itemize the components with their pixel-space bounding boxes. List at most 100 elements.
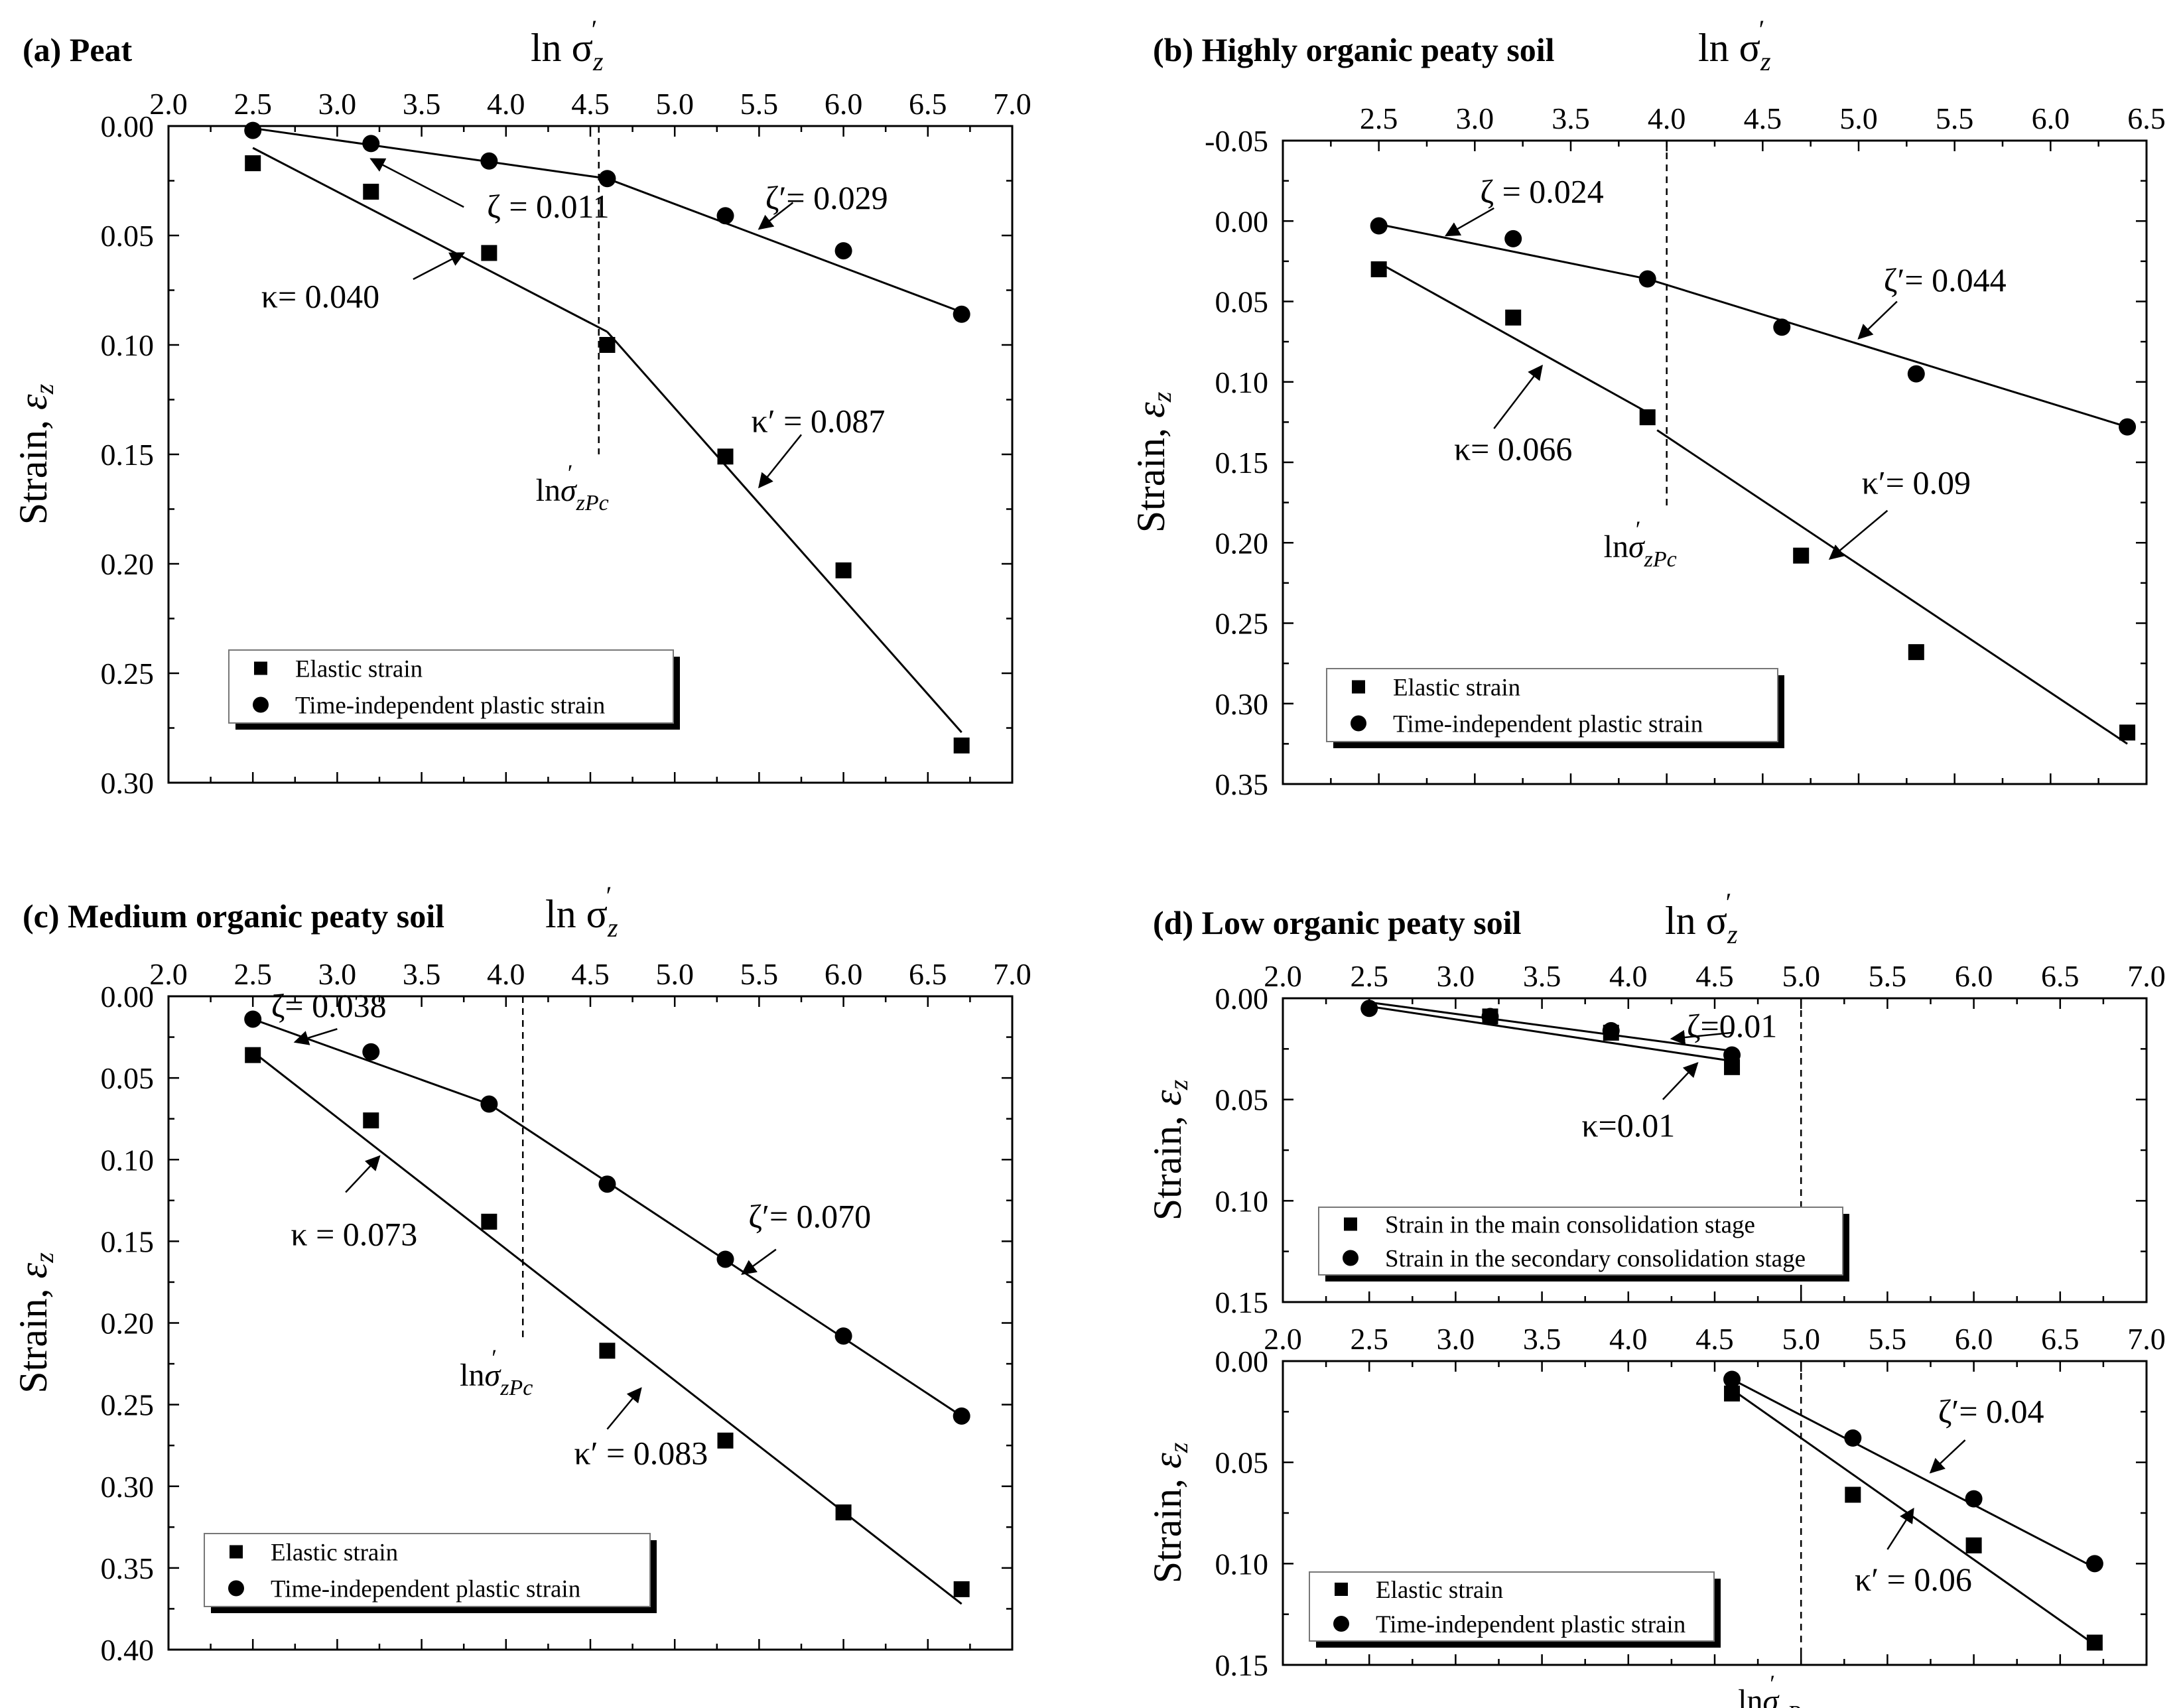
data-point-square-a [953, 737, 970, 754]
x-tick-label-a: 2.5 [233, 87, 272, 121]
reference-sigma: σ [485, 1358, 502, 1393]
data-point-circle-d_lower [1844, 1429, 1862, 1447]
data-point-circle-d_lower [1723, 1370, 1741, 1388]
data-point-circle-a [834, 242, 852, 260]
y-axis-title-d_upper: Strain, εz [1146, 1079, 1193, 1220]
data-point-square-c [717, 1432, 734, 1449]
annotation-arrow-d_upper [1662, 1062, 1699, 1100]
legend-label-d_upper: Strain in the main consolidation stage [1385, 1212, 1755, 1239]
x-tick-label-d_lower: 4.0 [1609, 1322, 1648, 1356]
reference-line-label-a: lnσzPc′ [536, 460, 609, 515]
data-point-circle-d_upper [1481, 1008, 1499, 1025]
y-axis-title-d_upper-sub: z [1163, 1079, 1193, 1090]
y-tick-label-c: 0.35 [101, 1551, 155, 1585]
legend-marker-circle-d_lower [1333, 1616, 1349, 1632]
fit-line-c-1 [252, 1018, 490, 1105]
x-axis-title-c: ln σz′ [545, 881, 618, 943]
x-tick-label-c: 4.0 [487, 957, 525, 991]
fit-line-a-0 [252, 147, 608, 333]
y-tick-label-b: 0.25 [1215, 607, 1269, 641]
x-tick-label-d_lower: 7.0 [2127, 1322, 2166, 1356]
reference-sigma: σ [1762, 1683, 1780, 1708]
x-axis-title-b: ln σz′ [1698, 15, 1771, 76]
reference-prime: ′ [1770, 1670, 1775, 1697]
panel-c: (c) Medium organic peaty soil ln σz′Strai… [11, 881, 1031, 1667]
data-point-square-c [835, 1504, 852, 1521]
panel-title-b: (b) Highly organic peaty soil [1153, 31, 1555, 68]
data-point-circle-b [1504, 230, 1522, 247]
panel-b: (b) Highly organic peaty soil ln σz′ Strai… [1129, 15, 2166, 801]
reference-prime: ′ [1636, 516, 1641, 543]
legend-label-d_upper: Strain in the secondary consolidation st… [1385, 1246, 1806, 1273]
y-tick-label-b: 0.10 [1215, 365, 1269, 399]
reference-line-label-c: lnσzPc′ [460, 1345, 533, 1400]
x-tick-label-a: 4.0 [487, 87, 525, 121]
legend-label-a: Elastic strain [295, 656, 423, 683]
annotation-arrow-b [1444, 207, 1494, 237]
legend-label-c: Time-independent plastic strain [271, 1576, 580, 1603]
annotation-arrow-d_lower [1929, 1439, 1966, 1474]
data-point-circle-d_upper [1602, 1021, 1620, 1039]
data-point-square-c [599, 1343, 616, 1359]
data-point-square-b [1505, 309, 1522, 326]
legend-marker-circle-a [253, 696, 269, 713]
annotation-label-a: κ′ = 0.087 [752, 403, 886, 440]
annotation-label-c: ζ= 0.038 [271, 987, 387, 1024]
y-axis-title-c-text: Strain, [11, 1278, 55, 1393]
y-tick-label-d_upper: 0.00 [1215, 982, 1269, 1016]
y-axis-title-d_upper-text: Strain, [1146, 1106, 1189, 1220]
y-tick-label-b: -0.05 [1205, 124, 1268, 158]
y-tick-label-b: 0.00 [1215, 204, 1269, 238]
y-tick-label-a: 0.10 [101, 328, 155, 362]
x-tick-label-d_lower: 2.0 [1264, 1322, 1302, 1356]
x-tick-label-d_lower: 4.5 [1695, 1322, 1734, 1356]
data-point-circle-c [598, 1175, 616, 1193]
data-point-square-c [363, 1112, 379, 1129]
annotation-arrow-a [758, 434, 802, 489]
x-tick-label-c: 7.0 [993, 957, 1031, 991]
data-point-square-b [1370, 261, 1387, 277]
y-tick-label-a: 0.20 [101, 547, 155, 581]
annotation-label-c: ζ′= 0.070 [748, 1197, 871, 1234]
y-tick-label-b: 0.35 [1215, 767, 1269, 801]
data-point-square-d_lower [1845, 1486, 1861, 1503]
y-tick-label-d_upper: 0.05 [1215, 1083, 1269, 1117]
x-tick-label-d_lower: 5.0 [1782, 1322, 1820, 1356]
x-tick-label-d_lower: 3.5 [1523, 1322, 1561, 1356]
y-axis-title-c-sub: z [29, 1252, 59, 1264]
reference-sigma: σ [561, 473, 578, 508]
data-point-circle-d_lower [2085, 1555, 2103, 1573]
y-axis-title-a-epsilon: ε [11, 394, 55, 410]
fit-line-a-3 [606, 177, 962, 313]
data-point-circle-c [362, 1043, 380, 1061]
x-tick-label-a: 3.5 [403, 87, 441, 121]
reference-sub: zPc [1778, 1701, 1811, 1708]
data-point-square-c [953, 1581, 970, 1597]
data-point-circle-a [480, 152, 498, 170]
x-tick-label-b: 6.5 [2127, 101, 2166, 135]
y-axis-title-b: Strain, εz [1129, 391, 1177, 533]
data-point-circle-b [1773, 318, 1791, 336]
fit-line-d_upper-0 [1369, 1001, 1733, 1052]
x-tick-label-c: 2.0 [149, 957, 188, 991]
legend-label-b: Elastic strain [1393, 675, 1520, 702]
fit-line-c-0 [252, 1051, 962, 1605]
annotation-label-d_lower: ζ′= 0.04 [1938, 1392, 2044, 1429]
y-tick-label-d_lower: 0.10 [1215, 1547, 1269, 1581]
legend-label-a: Time-independent plastic strain [295, 692, 605, 720]
x-tick-label-d_upper: 3.5 [1523, 959, 1561, 993]
annotation-label-c: κ = 0.073 [291, 1216, 417, 1253]
annotation-arrow-a [413, 252, 466, 281]
x-axis-title-b-prime: ′ [1759, 15, 1765, 44]
reference-line-label-b: lnσzPc′ [1604, 516, 1677, 572]
legend-marker-square-b [1352, 680, 1365, 694]
x-tick-label-d_upper: 3.0 [1437, 959, 1475, 993]
y-axis-title-d_lower: Strain, εz [1146, 1442, 1193, 1583]
legend-box-a [228, 649, 674, 724]
x-tick-label-a: 3.0 [318, 87, 357, 121]
y-axis-title-a-sub: z [29, 383, 59, 395]
data-point-square-b [1793, 547, 1810, 564]
x-tick-label-d_lower: 6.5 [2041, 1322, 2080, 1356]
legend-box-d_lower [1309, 1571, 1715, 1642]
x-tick-label-d_upper: 4.0 [1609, 959, 1648, 993]
